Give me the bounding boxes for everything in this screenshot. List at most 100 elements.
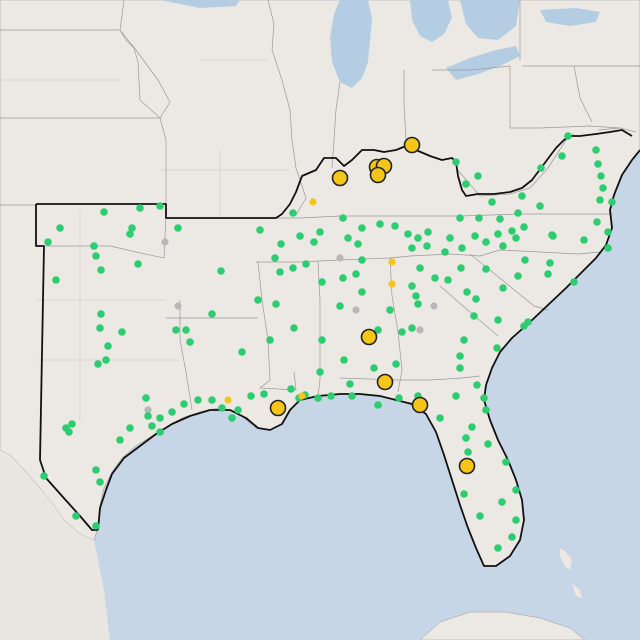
station-marker[interactable] (266, 336, 274, 344)
inactive-station-marker[interactable] (161, 238, 169, 246)
station-marker[interactable] (134, 260, 142, 268)
station-marker[interactable] (494, 544, 502, 552)
station-marker[interactable] (604, 228, 612, 236)
station-marker[interactable] (484, 440, 492, 448)
station-marker[interactable] (473, 381, 481, 389)
station-marker[interactable] (218, 404, 226, 412)
station-marker[interactable] (254, 296, 262, 304)
station-marker[interactable] (94, 360, 102, 368)
station-marker[interactable] (358, 224, 366, 232)
station-marker[interactable] (96, 478, 104, 486)
station-marker[interactable] (536, 202, 544, 210)
station-marker[interactable] (256, 226, 264, 234)
station-marker[interactable] (100, 208, 108, 216)
station-marker[interactable] (217, 267, 225, 275)
station-marker[interactable] (456, 364, 464, 372)
station-marker[interactable] (228, 414, 236, 422)
station-marker[interactable] (287, 385, 295, 393)
station-marker[interactable] (514, 272, 522, 280)
station-marker[interactable] (104, 342, 112, 350)
station-marker[interactable] (518, 192, 526, 200)
station-marker[interactable] (544, 270, 552, 278)
station-marker[interactable] (289, 264, 297, 272)
station-marker[interactable] (494, 316, 502, 324)
station-marker[interactable] (156, 414, 164, 422)
highlight-station-marker[interactable] (376, 373, 394, 391)
station-marker[interactable] (90, 242, 98, 250)
station-marker[interactable] (289, 209, 297, 217)
station-marker[interactable] (564, 132, 572, 140)
station-marker[interactable] (558, 152, 566, 160)
station-marker[interactable] (316, 228, 324, 236)
station-marker[interactable] (238, 348, 246, 356)
highlight-station-marker[interactable] (411, 396, 429, 414)
station-marker[interactable] (344, 234, 352, 242)
station-marker[interactable] (472, 295, 480, 303)
station-marker[interactable] (480, 394, 488, 402)
station-marker[interactable] (457, 264, 465, 272)
station-marker[interactable] (68, 420, 76, 428)
station-marker[interactable] (208, 310, 216, 318)
station-marker[interactable] (604, 244, 612, 252)
station-marker[interactable] (386, 306, 394, 314)
station-marker[interactable] (354, 240, 362, 248)
station-marker[interactable] (56, 224, 64, 232)
station-marker[interactable] (596, 196, 604, 204)
station-marker[interactable] (463, 288, 471, 296)
station-marker[interactable] (168, 408, 176, 416)
inactive-station-marker[interactable] (430, 302, 438, 310)
small-highlight-marker[interactable] (224, 396, 232, 404)
station-marker[interactable] (493, 344, 501, 352)
station-marker[interactable] (392, 360, 400, 368)
station-marker[interactable] (462, 434, 470, 442)
station-marker[interactable] (597, 172, 605, 180)
station-marker[interactable] (460, 490, 468, 498)
station-marker[interactable] (194, 396, 202, 404)
station-marker[interactable] (97, 310, 105, 318)
station-marker[interactable] (65, 428, 73, 436)
station-marker[interactable] (318, 336, 326, 344)
station-marker[interactable] (358, 256, 366, 264)
station-marker[interactable] (72, 512, 80, 520)
inactive-station-marker[interactable] (416, 326, 424, 334)
station-marker[interactable] (182, 326, 190, 334)
highlight-station-marker[interactable] (403, 136, 421, 154)
station-marker[interactable] (441, 248, 449, 256)
station-marker[interactable] (468, 423, 476, 431)
station-marker[interactable] (247, 392, 255, 400)
station-marker[interactable] (592, 146, 600, 154)
station-marker[interactable] (464, 448, 472, 456)
station-marker[interactable] (128, 224, 136, 232)
station-marker[interactable] (316, 368, 324, 376)
small-highlight-marker[interactable] (298, 392, 306, 400)
station-marker[interactable] (414, 300, 422, 308)
station-marker[interactable] (521, 256, 529, 264)
highlight-station-marker[interactable] (458, 457, 476, 475)
station-marker[interactable] (452, 392, 460, 400)
station-marker[interactable] (144, 412, 152, 420)
station-marker[interactable] (593, 218, 601, 226)
station-marker[interactable] (444, 276, 452, 284)
station-marker[interactable] (271, 254, 279, 262)
station-marker[interactable] (126, 424, 134, 432)
station-marker[interactable] (524, 318, 532, 326)
station-marker[interactable] (398, 328, 406, 336)
station-marker[interactable] (452, 158, 460, 166)
station-marker[interactable] (482, 238, 490, 246)
station-marker[interactable] (391, 222, 399, 230)
station-marker[interactable] (471, 232, 479, 240)
station-marker[interactable] (594, 160, 602, 168)
station-marker[interactable] (475, 214, 483, 222)
station-marker[interactable] (346, 380, 354, 388)
station-marker[interactable] (314, 394, 322, 402)
station-marker[interactable] (172, 326, 180, 334)
station-marker[interactable] (494, 230, 502, 238)
station-marker[interactable] (496, 215, 504, 223)
station-marker[interactable] (537, 164, 545, 172)
highlight-station-marker[interactable] (269, 399, 287, 417)
station-marker[interactable] (416, 264, 424, 272)
station-marker[interactable] (339, 214, 347, 222)
station-marker[interactable] (339, 274, 347, 282)
